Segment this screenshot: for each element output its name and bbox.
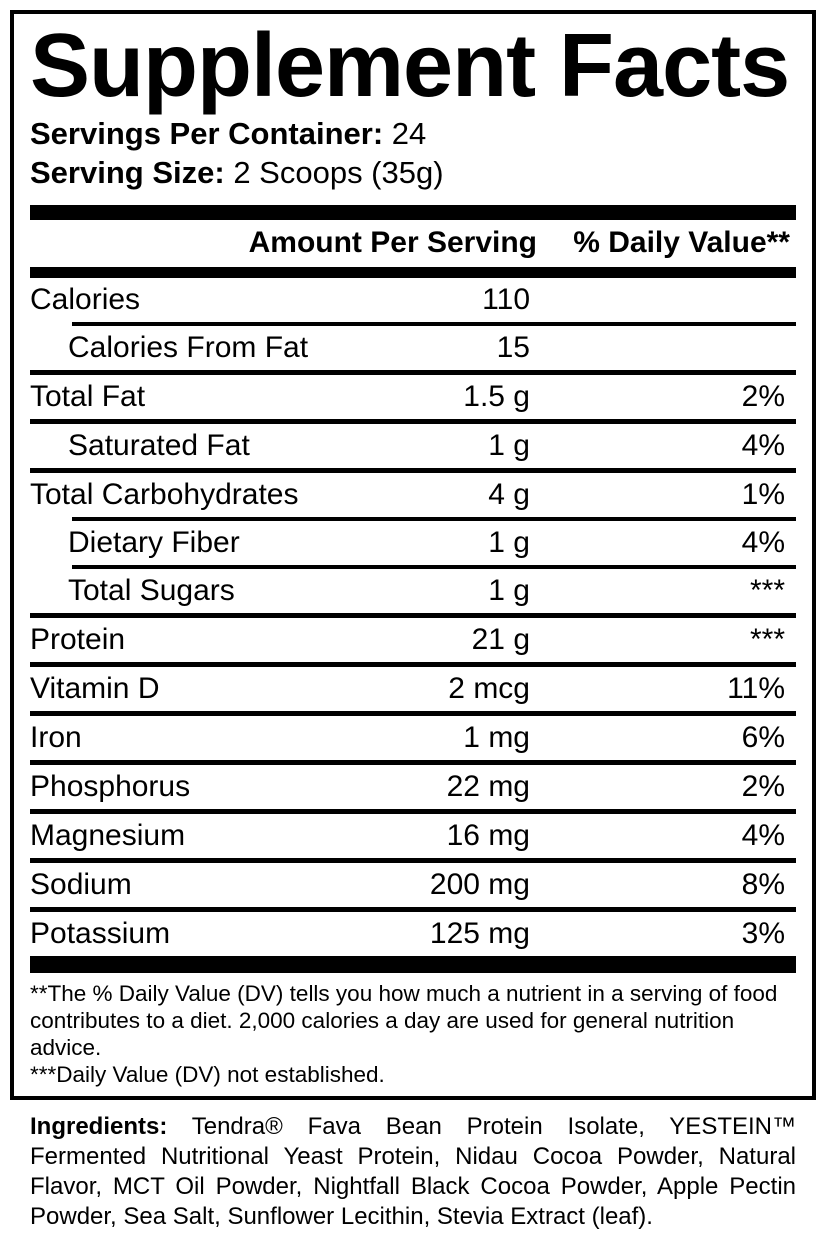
nutrient-amount: 110 <box>482 282 530 316</box>
nutrient-daily-value: 8% <box>741 867 785 901</box>
row-separator-indented <box>72 321 796 326</box>
column-header-amount-per-serving: Amount Per Serving <box>248 226 537 260</box>
servings-per-container-label: Servings Per Container: <box>30 115 384 151</box>
row-separator <box>30 369 796 375</box>
nutrient-amount: 22 mg <box>446 769 530 803</box>
nutrient-name: Calories <box>30 282 141 316</box>
nutrient-daily-value: 11% <box>727 671 785 705</box>
nutrient-row: Potassium 125 mg 3% <box>30 912 796 956</box>
nutrient-amount: 125 mg <box>429 916 530 950</box>
nutrient-row: Vitamin D 2 mcg 11% <box>30 667 796 711</box>
nutrient-daily-value: 4% <box>741 525 785 559</box>
nutrient-amount: 1 g <box>488 428 530 462</box>
nutrient-amount: 15 <box>496 330 530 364</box>
table-header-row: Amount Per Serving % Daily Value** <box>30 220 796 267</box>
row-separator <box>30 467 796 473</box>
divider-bar-top <box>30 204 796 220</box>
nutrient-daily-value: 2% <box>741 379 785 413</box>
footnotes-section: **The % Daily Value (DV) tells you how m… <box>30 973 796 1088</box>
nutrient-name: Iron <box>30 720 82 754</box>
nutrient-name: Magnesium <box>30 818 186 852</box>
nutrient-daily-value: 3% <box>741 916 785 950</box>
nutrient-daily-value: *** <box>749 622 785 656</box>
nutrient-row: Magnesium 16 mg 4% <box>30 814 796 858</box>
nutrient-amount: 1 g <box>488 525 530 559</box>
nutrient-row: Calories From Fat 15 <box>30 326 796 370</box>
row-separator-indented <box>72 564 796 569</box>
column-header-daily-value: % Daily Value** <box>573 226 790 260</box>
nutrient-amount: 16 mg <box>446 818 530 852</box>
nutrient-name: Dietary Fiber <box>68 525 240 559</box>
nutrient-amount: 1.5 g <box>463 379 530 413</box>
serving-size-line: Serving Size: 2 Scoops (35g) <box>30 153 796 192</box>
row-separator <box>30 808 796 814</box>
ingredients-section: Ingredients: Tendra® Fava Bean Protein I… <box>30 1112 796 1232</box>
row-separator <box>30 759 796 765</box>
serving-size-label: Serving Size: <box>30 154 225 190</box>
footnote-daily-value: **The % Daily Value (DV) tells you how m… <box>30 980 778 1060</box>
servings-per-container-value: 24 <box>391 115 427 151</box>
nutrient-row: Dietary Fiber 1 g 4% <box>30 521 796 565</box>
nutrient-name: Protein <box>30 622 126 656</box>
nutrient-row: Calories 110 <box>30 278 796 322</box>
row-separator <box>30 857 796 863</box>
nutrient-daily-value: 6% <box>741 720 785 754</box>
row-separator <box>30 661 796 667</box>
header-separator-bar <box>30 266 796 278</box>
row-separator <box>30 710 796 716</box>
nutrient-name: Vitamin D <box>30 671 160 705</box>
nutrient-amount: 1 g <box>488 573 530 607</box>
nutrient-row: Sodium 200 mg 8% <box>30 863 796 907</box>
nutrient-name: Sodium <box>30 867 132 901</box>
row-separator <box>30 906 796 912</box>
supplement-facts-panel: Supplement Facts Servings Per Container:… <box>10 10 816 1100</box>
nutrient-row: Protein 21 g *** <box>30 618 796 662</box>
serving-size-value: 2 Scoops (35g) <box>233 154 444 190</box>
row-separator <box>30 612 796 618</box>
row-separator-indented <box>72 516 796 521</box>
ingredients-label: Ingredients: <box>30 1112 168 1140</box>
nutrient-name: Total Sugars <box>68 573 235 607</box>
nutrient-amount: 21 g <box>471 622 530 656</box>
nutrient-amount: 200 mg <box>429 867 530 901</box>
ingredients-text: Tendra® Fava Bean Protein Isolate, YESTE… <box>30 1112 796 1230</box>
nutrient-amount: 4 g <box>488 477 530 511</box>
panel-title: Supplement Facts <box>30 16 790 116</box>
nutrient-row: Total Fat 1.5 g 2% <box>30 375 796 419</box>
nutrient-daily-value: *** <box>749 573 785 607</box>
footnote-not-established: ***Daily Value (DV) not established. <box>30 1061 385 1087</box>
nutrient-name: Phosphorus <box>30 769 191 803</box>
nutrient-daily-value: 1% <box>741 477 785 511</box>
nutrient-row: Saturated Fat 1 g 4% <box>30 424 796 468</box>
nutrient-amount: 1 mg <box>463 720 530 754</box>
nutrient-daily-value: 4% <box>741 818 785 852</box>
nutrient-table: Calories 110 Calories From Fat 15 Total … <box>30 278 796 956</box>
nutrient-row: Total Carbohydrates 4 g 1% <box>30 473 796 517</box>
row-separator <box>30 418 796 424</box>
servings-per-container-line: Servings Per Container: 24 <box>30 114 796 153</box>
nutrient-name: Total Carbohydrates <box>30 477 299 511</box>
nutrient-daily-value: 2% <box>741 769 785 803</box>
nutrient-amount: 2 mcg <box>448 671 530 705</box>
nutrient-name: Total Fat <box>30 379 146 413</box>
nutrient-name: Calories From Fat <box>68 330 309 364</box>
nutrient-name: Potassium <box>30 916 171 950</box>
nutrient-row: Phosphorus 22 mg 2% <box>30 765 796 809</box>
nutrient-daily-value: 4% <box>741 428 785 462</box>
nutrient-row: Iron 1 mg 6% <box>30 716 796 760</box>
nutrient-name: Saturated Fat <box>68 428 250 462</box>
nutrient-row: Total Sugars 1 g *** <box>30 569 796 613</box>
divider-bar-bottom <box>30 955 796 973</box>
